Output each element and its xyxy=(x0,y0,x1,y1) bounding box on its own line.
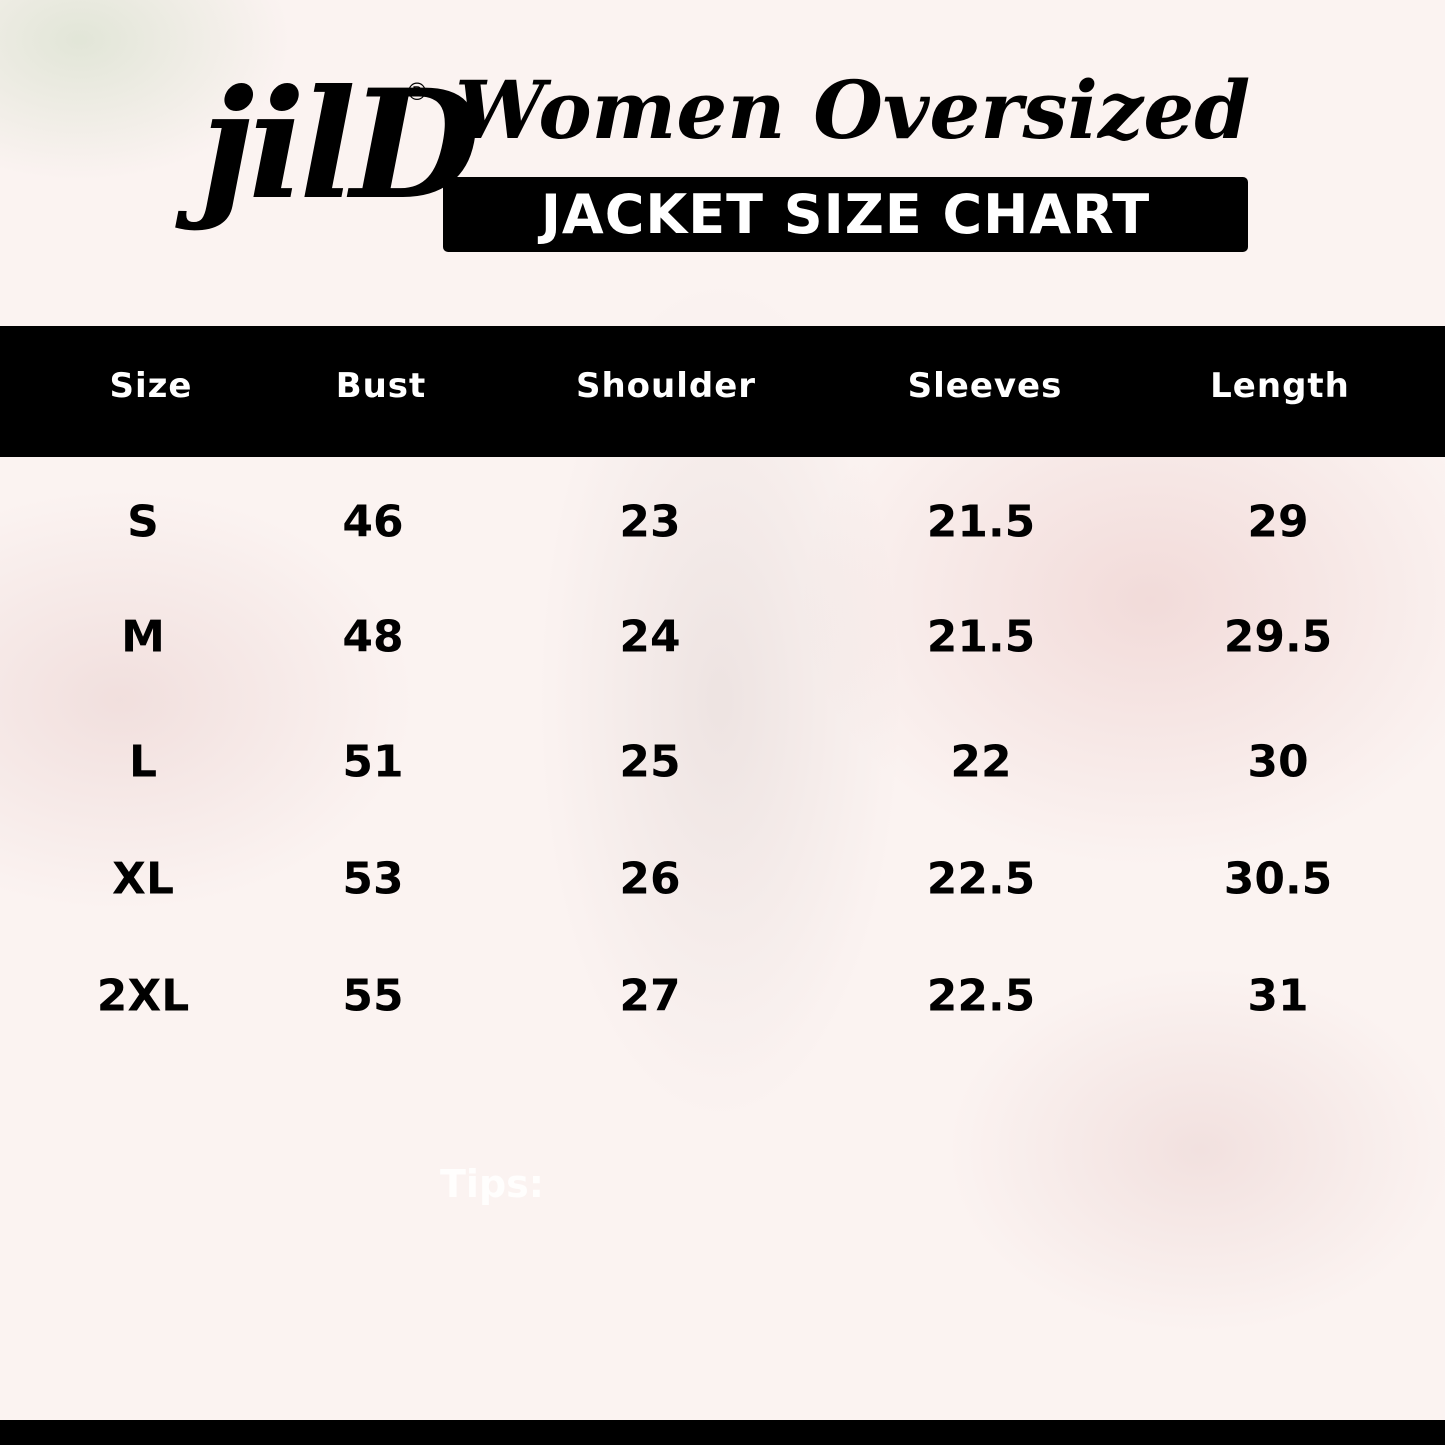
registered-mark: ® xyxy=(405,78,429,106)
measurement: 22 xyxy=(950,736,1012,788)
column-header: Sleeves xyxy=(907,366,1063,406)
column-header: Size xyxy=(109,366,193,406)
footer-bar xyxy=(0,1420,1445,1445)
measurement: 23 xyxy=(619,496,681,548)
measurement: 25 xyxy=(619,736,681,788)
measurement: 46 xyxy=(342,496,404,548)
column-header: Bust xyxy=(335,366,427,406)
title: Women Oversized xyxy=(455,63,1251,157)
measurement: 30 xyxy=(1247,736,1309,788)
measurement: 53 xyxy=(342,853,404,905)
tips: Tips: xyxy=(440,1162,544,1206)
size-label: XL xyxy=(112,853,174,905)
measurement: 21.5 xyxy=(926,611,1036,663)
column-header: Length xyxy=(1210,366,1350,406)
size-label: M xyxy=(121,611,165,663)
measurement: 21.5 xyxy=(926,496,1036,548)
table-header-bar xyxy=(0,326,1445,457)
measurement: 29 xyxy=(1247,496,1309,548)
subtitle: JACKET SIZE CHART xyxy=(443,177,1248,252)
measurement: 51 xyxy=(342,736,404,788)
measurement: 48 xyxy=(342,611,404,663)
measurement: 30.5 xyxy=(1223,853,1333,905)
measurement: 27 xyxy=(619,970,681,1022)
column-header: Shoulder xyxy=(575,366,757,406)
measurement: 31 xyxy=(1247,970,1309,1022)
measurement: 24 xyxy=(619,611,681,663)
size-label: L xyxy=(128,736,158,788)
measurement: 22.5 xyxy=(926,970,1036,1022)
measurement: 29.5 xyxy=(1223,611,1333,663)
size-label: 2XL xyxy=(96,970,190,1022)
measurement: 22.5 xyxy=(926,853,1036,905)
logo: jilD xyxy=(200,57,480,233)
measurement: 26 xyxy=(619,853,681,905)
measurement: 55 xyxy=(342,970,404,1022)
size-label: S xyxy=(127,496,159,548)
